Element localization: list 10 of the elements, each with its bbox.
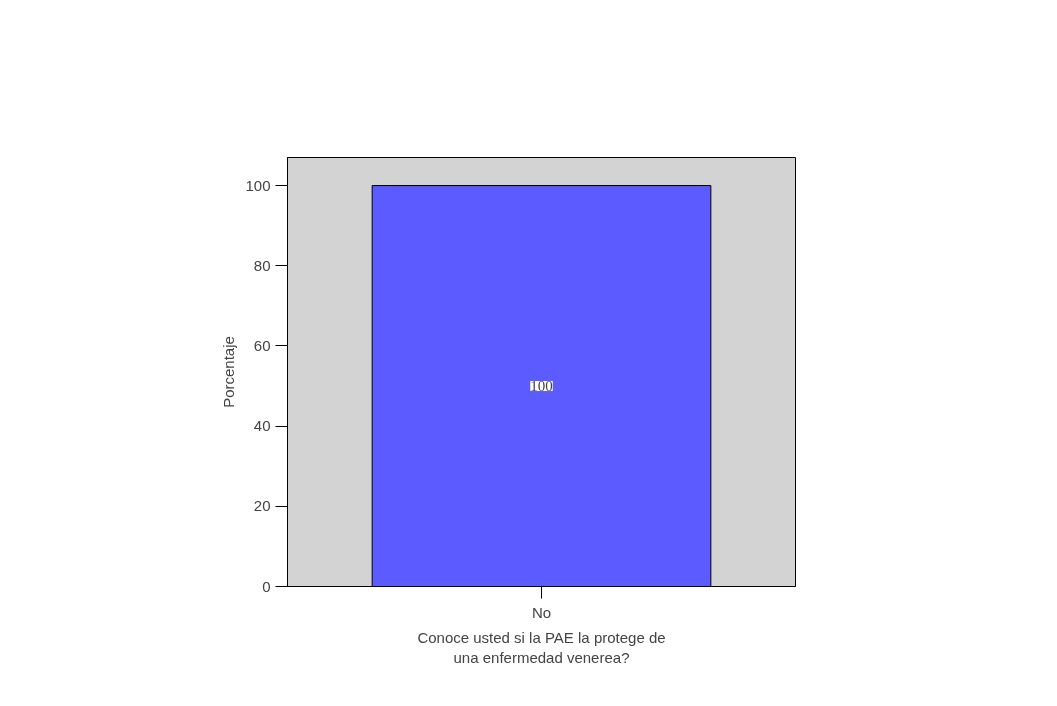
y-tick-label: 100: [245, 176, 271, 194]
y-tick-label: 60: [253, 336, 271, 354]
x-axis-title: Conoce usted si la PAE la protege de una enfermedad venerea?: [417, 628, 666, 666]
y-tick-label: 80: [253, 256, 271, 274]
data-label: 100: [530, 378, 553, 395]
y-axis-title: Porcentaje: [220, 336, 238, 408]
x-tick-label: No: [531, 603, 552, 621]
y-tick-label: 20: [253, 497, 271, 515]
y-tick-label: 40: [253, 417, 271, 435]
y-tick-label: 0: [262, 577, 271, 595]
